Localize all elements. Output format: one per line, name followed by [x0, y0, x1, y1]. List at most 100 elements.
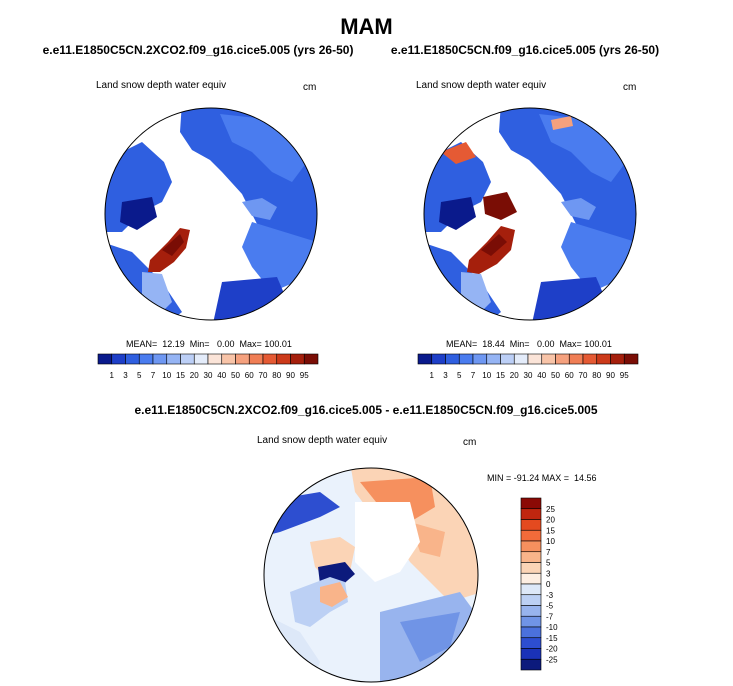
colorbar-box-10 — [520, 605, 542, 617]
colorbar-box-2 — [125, 353, 140, 365]
panel1-case-title: e.e11.E1850C5CN.2XCO2.f09_g16.cice5.005 … — [42, 43, 354, 57]
colorbar-box-1 — [520, 508, 542, 520]
colorbar-box-4 — [472, 353, 488, 365]
colorbar-tick-label: 95 — [300, 371, 309, 380]
colorbar-box-5 — [520, 551, 542, 563]
colorbar-tick-label: 10 — [546, 537, 555, 546]
colorbar-box-8 — [527, 353, 543, 365]
colorbar-box-13 — [596, 353, 611, 365]
colorbar-box-8 — [207, 353, 223, 365]
colorbar-box-6 — [180, 353, 195, 365]
colorbar-tick-label: 80 — [592, 371, 601, 380]
colorbar-tick-label: -20 — [546, 645, 558, 654]
panel1-colorbar-ticks: 1 3 5 7 10 15 20 30 40 50 60 70 80 90 95 — [110, 371, 310, 380]
colorbar-tick-label: 10 — [162, 371, 171, 380]
colorbar-tick-label: 7 — [546, 548, 551, 557]
panel3-stats: MIN = -91.24 MAX = 14.56 — [487, 473, 597, 483]
colorbar-box-10 — [555, 353, 570, 365]
colorbar-tick-label: 95 — [620, 371, 629, 380]
colorbar-tick-label: 1 — [430, 371, 435, 380]
colorbar-tick-label: 20 — [510, 371, 519, 380]
panel3-case-title: e.e11.E1850C5CN.2XCO2.f09_g16.cice5.005 … — [134, 403, 598, 417]
colorbar-tick-label: 40 — [217, 371, 226, 380]
panel2-units-label: cm — [623, 82, 637, 93]
colorbar-box-15 — [303, 353, 319, 365]
colorbar-box-7 — [193, 353, 209, 365]
panel1-map — [104, 107, 318, 321]
colorbar-box-8 — [520, 583, 542, 596]
colorbar-tick-label: -15 — [546, 634, 558, 643]
colorbar-tick-label: -3 — [546, 591, 554, 600]
panel1-units-label: cm — [303, 82, 317, 93]
colorbar-tick-label: 30 — [204, 371, 213, 380]
colorbar-box-14 — [290, 353, 305, 365]
colorbar-tick-label: 7 — [151, 371, 156, 380]
colorbar-box-9 — [541, 353, 556, 365]
colorbar-box-3 — [458, 353, 474, 365]
colorbar-tick-label: 5 — [137, 371, 142, 380]
colorbar-box-2 — [520, 519, 542, 531]
colorbar-box-7 — [513, 353, 529, 365]
colorbar-box-3 — [138, 353, 154, 365]
panel2-map — [423, 107, 637, 321]
colorbar-tick-label: 30 — [524, 371, 533, 380]
colorbar-tick-label: 7 — [471, 371, 476, 380]
colorbar-tick-label: 40 — [537, 371, 546, 380]
colorbar-box-3 — [520, 529, 542, 542]
colorbar-tick-label: 15 — [496, 371, 505, 380]
colorbar-tick-label: 80 — [272, 371, 281, 380]
colorbar-tick-label: 20 — [546, 516, 555, 525]
colorbar-box-4 — [520, 540, 542, 553]
colorbar-box-10 — [235, 353, 250, 365]
panel1-colorbar: 1 3 5 7 10 15 20 30 40 50 60 70 80 90 95 — [97, 353, 319, 380]
colorbar-box-15 — [623, 353, 639, 365]
colorbar-tick-label: 20 — [190, 371, 199, 380]
colorbar-tick-label: 70 — [579, 371, 588, 380]
panel2-stats: MEAN= 18.44 Min= 0.00 Max= 100.01 — [446, 339, 612, 349]
colorbar-box-11 — [568, 353, 584, 365]
colorbar-box-1 — [111, 353, 126, 365]
colorbar-tick-label: -5 — [546, 602, 554, 611]
panel3-map — [263, 467, 479, 683]
panel2-colorbar: 1 3 5 7 10 15 20 30 40 50 60 70 80 90 95 — [417, 353, 639, 380]
colorbar-box-5 — [166, 353, 181, 365]
colorbar-tick-label: 15 — [176, 371, 185, 380]
panel2-colorbar-boxes — [417, 353, 639, 365]
colorbar-tick-label: 90 — [286, 371, 295, 380]
panel1-variable-label: Land snow depth water equiv — [96, 80, 227, 91]
colorbar-tick-label: 70 — [259, 371, 268, 380]
colorbar-box-11 — [248, 353, 264, 365]
colorbar-box-12 — [262, 353, 278, 365]
colorbar-tick-label: 5 — [457, 371, 462, 380]
colorbar-box-0 — [520, 497, 542, 510]
panel2-variable-label: Land snow depth water equiv — [416, 80, 547, 91]
panel2-case-title: e.e11.E1850C5CN.f09_g16.cice5.005 (yrs 2… — [390, 43, 660, 57]
colorbar-box-7 — [520, 572, 542, 585]
colorbar-box-0 — [97, 353, 113, 365]
panel3-colorbar-boxes — [520, 497, 542, 671]
main-title: MAM — [340, 14, 393, 39]
colorbar-tick-label: 50 — [231, 371, 240, 380]
colorbar-tick-label: 50 — [551, 371, 560, 380]
panel2-colorbar-ticks: 1 3 5 7 10 15 20 30 40 50 60 70 80 90 95 — [430, 371, 630, 380]
colorbar-tick-label: 15 — [546, 526, 555, 535]
colorbar-tick-label: 1 — [110, 371, 115, 380]
colorbar-tick-label: 90 — [606, 371, 615, 380]
colorbar-box-13 — [520, 637, 542, 649]
colorbar-box-6 — [500, 353, 515, 365]
colorbar-box-13 — [276, 353, 291, 365]
colorbar-box-12 — [520, 626, 542, 639]
colorbar-tick-label: 60 — [565, 371, 574, 380]
colorbar-tick-label: -25 — [546, 655, 558, 664]
colorbar-box-15 — [520, 658, 542, 671]
panel1-colorbar-boxes — [97, 353, 319, 365]
colorbar-box-12 — [582, 353, 598, 365]
colorbar-box-9 — [520, 594, 542, 606]
colorbar-tick-label: 0 — [546, 580, 551, 589]
panel1-stats: MEAN= 12.19 Min= 0.00 Max= 100.01 — [126, 339, 292, 349]
colorbar-box-11 — [520, 615, 542, 628]
colorbar-tick-label: 25 — [546, 505, 555, 514]
colorbar-tick-label: 5 — [546, 559, 551, 568]
